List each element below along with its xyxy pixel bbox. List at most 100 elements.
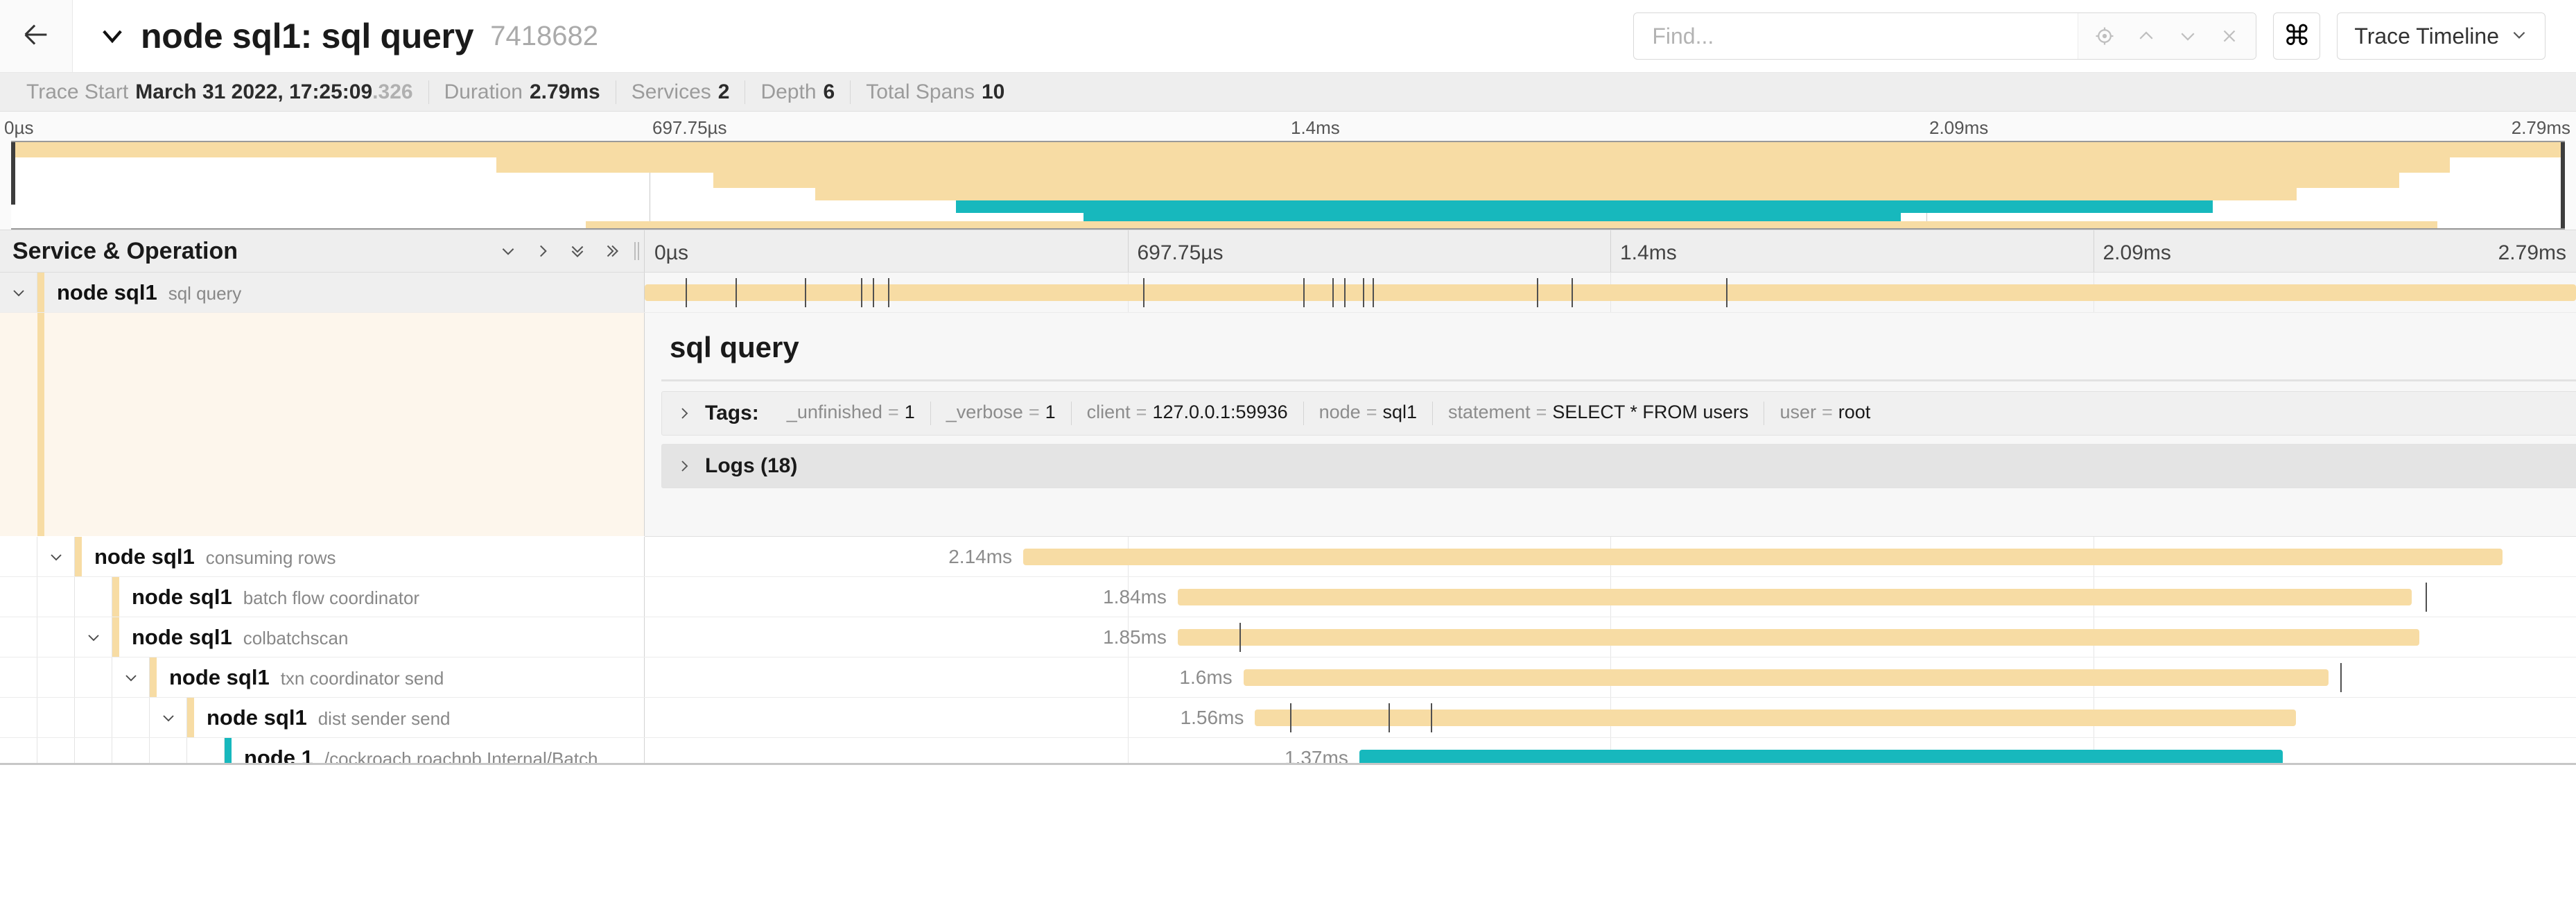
chevron-down-icon[interactable] [98, 22, 127, 51]
span-expand-toggle[interactable] [75, 617, 112, 657]
tag-item[interactable]: _unfinished = 1 [772, 402, 931, 425]
span-expand-toggle[interactable] [37, 537, 75, 576]
span-log-marker[interactable] [1388, 703, 1390, 732]
logs-accordion[interactable]: Logs (18) [661, 444, 2576, 488]
span-row-label-cell[interactable]: node sql1 dist sender send [0, 698, 645, 737]
span-log-marker[interactable] [888, 277, 890, 307]
crosshair-icon[interactable] [2085, 17, 2124, 55]
timeline-gridline [1127, 657, 1129, 697]
span-bar[interactable] [1255, 709, 2297, 726]
keyboard-shortcuts-button[interactable]: ⌘ [2273, 12, 2321, 60]
span-row-label-cell[interactable]: node sql1 sql query [0, 273, 645, 312]
span-name-group: node 1/cockroach.roachpb.Internal/Batch [232, 746, 598, 764]
span-bar-cell[interactable]: 1.85ms [645, 617, 2576, 657]
span-bar[interactable] [1359, 749, 2283, 763]
span-log-marker[interactable] [2340, 662, 2342, 692]
span-row[interactable]: node sql1 txn coordinator send 1.6ms [0, 657, 2576, 698]
tree-indent-guide [0, 577, 37, 617]
span-bar[interactable] [1023, 548, 2503, 565]
span-row[interactable]: node sql1 colbatchscan 1.85ms [0, 617, 2576, 657]
span-bar[interactable] [1177, 588, 2412, 605]
span-log-marker[interactable] [735, 277, 737, 307]
span-bar[interactable] [1177, 628, 2420, 646]
search-input[interactable] [1634, 13, 2078, 59]
span-name-group: node sql1 dist sender send [194, 705, 451, 730]
tag-item[interactable]: client = 127.0.0.1:59936 [1072, 402, 1304, 425]
meta-item: Depth 6 [745, 80, 851, 104]
tag-item[interactable]: statement = SELECT * FROM users [1433, 402, 1765, 425]
span-log-marker[interactable] [1373, 277, 1375, 307]
span-log-marker[interactable] [1726, 277, 1728, 307]
double-chevron-right-icon[interactable] [597, 236, 627, 266]
span-log-marker[interactable] [1363, 277, 1365, 307]
span-id-row: SpanID:4877749850101760812 [645, 488, 2576, 536]
span-log-marker[interactable] [1303, 277, 1305, 307]
chevron-up-icon[interactable] [2127, 17, 2166, 55]
span-log-marker[interactable] [2425, 582, 2427, 612]
span-row-label-cell[interactable]: node sql1 consuming rows [0, 537, 645, 576]
span-row[interactable]: node sql1 dist sender send 1.56ms [0, 698, 2576, 738]
span-log-marker[interactable] [1572, 277, 1574, 307]
span-bar-cell[interactable]: 1.56ms [645, 698, 2576, 737]
span-row[interactable]: node sql1 consuming rows 2.14ms [0, 537, 2576, 577]
span-log-marker[interactable] [685, 277, 687, 307]
minimap-ruler: 0µs 697.75µs 1.4ms 2.09ms 2.79ms [0, 112, 2576, 141]
span-service-name: node sql1 [57, 280, 157, 304]
tag-item[interactable]: _verbose = 1 [931, 402, 1072, 425]
tag-value: 1 [1045, 402, 1056, 422]
span-bar-cell[interactable]: 1.84ms [645, 577, 2576, 617]
trace-title-area: node sql1: sql query 7418682 [73, 0, 1633, 72]
span-bar-cell[interactable]: 1.6ms [645, 657, 2576, 697]
view-mode-select[interactable]: Trace Timeline [2337, 12, 2545, 60]
column-resize-handle[interactable] [634, 242, 641, 260]
timeline-ruler: 0µs 697.75µs 1.4ms 2.09ms 2.79ms [645, 230, 2576, 272]
minimap-span-segment [815, 188, 2297, 200]
view-mode-label: Trace Timeline [2354, 23, 2499, 49]
span-log-marker[interactable] [1343, 277, 1346, 307]
span-log-marker[interactable] [1430, 703, 1432, 732]
minimap-drag-handle-right[interactable] [2561, 142, 2565, 228]
minimap-drag-handle-left[interactable] [11, 142, 15, 205]
chevron-down-icon[interactable] [2168, 17, 2207, 55]
span-row-label-cell[interactable]: node sql1 txn coordinator send [0, 657, 645, 697]
timeline-gridline [1127, 577, 1129, 617]
span-row-label-cell[interactable]: node 1/cockroach.roachpb.Internal/Batch [0, 738, 645, 764]
tag-list: _unfinished = 1 _verbose = 1 client = 127.0.0.1:… [772, 402, 1886, 425]
double-chevron-down-icon[interactable] [562, 236, 593, 266]
span-row[interactable]: node sql1 batch flow coordinator 1.84ms [0, 577, 2576, 617]
minimap-viewport[interactable] [11, 141, 2565, 230]
back-button[interactable] [0, 0, 73, 72]
column-title: Service & Operation [12, 237, 238, 264]
close-icon[interactable] [2210, 17, 2249, 55]
span-bar-cell[interactable] [645, 273, 2576, 312]
span-log-marker[interactable] [861, 277, 863, 307]
span-name-group: node sql1 sql query [44, 280, 241, 305]
tag-key: statement [1448, 402, 1531, 422]
span-log-marker[interactable] [1332, 277, 1334, 307]
span-bar-cell[interactable]: 2.14ms [645, 537, 2576, 576]
span-log-marker[interactable] [805, 277, 807, 307]
tag-item[interactable]: user = root [1764, 402, 1886, 425]
tag-item[interactable]: node = sql1 [1304, 402, 1434, 425]
span-log-marker[interactable] [1537, 277, 1539, 307]
meta-item: Services 2 [616, 80, 746, 104]
span-row[interactable]: node 1/cockroach.roachpb.Internal/Batch 1… [0, 738, 2576, 764]
span-row-label-cell[interactable]: node sql1 batch flow coordinator [0, 577, 645, 617]
tags-accordion[interactable]: Tags: _unfinished = 1 _verbose = 1 client = 127.0… [661, 391, 2576, 436]
span-log-marker[interactable] [1289, 703, 1291, 732]
span-log-marker[interactable] [1239, 622, 1242, 652]
span-log-marker[interactable] [872, 277, 874, 307]
span-log-marker[interactable] [1142, 277, 1145, 307]
span-row[interactable]: node sql1 sql query [0, 273, 2576, 313]
span-bar[interactable] [645, 284, 2576, 301]
chevron-down-icon[interactable] [493, 236, 523, 266]
chevron-right-icon[interactable] [528, 236, 558, 266]
span-row-label-cell[interactable]: node sql1 colbatchscan [0, 617, 645, 657]
span-bar[interactable] [1243, 669, 2329, 686]
span-bar-cell[interactable]: 1.37ms [645, 738, 2576, 763]
span-expand-toggle[interactable] [0, 273, 37, 312]
span-expand-toggle[interactable] [112, 657, 150, 697]
span-name-group: node sql1 batch flow coordinator [119, 585, 419, 610]
meta-item: Duration 2.79ms [429, 80, 616, 104]
span-expand-toggle[interactable] [150, 698, 187, 737]
